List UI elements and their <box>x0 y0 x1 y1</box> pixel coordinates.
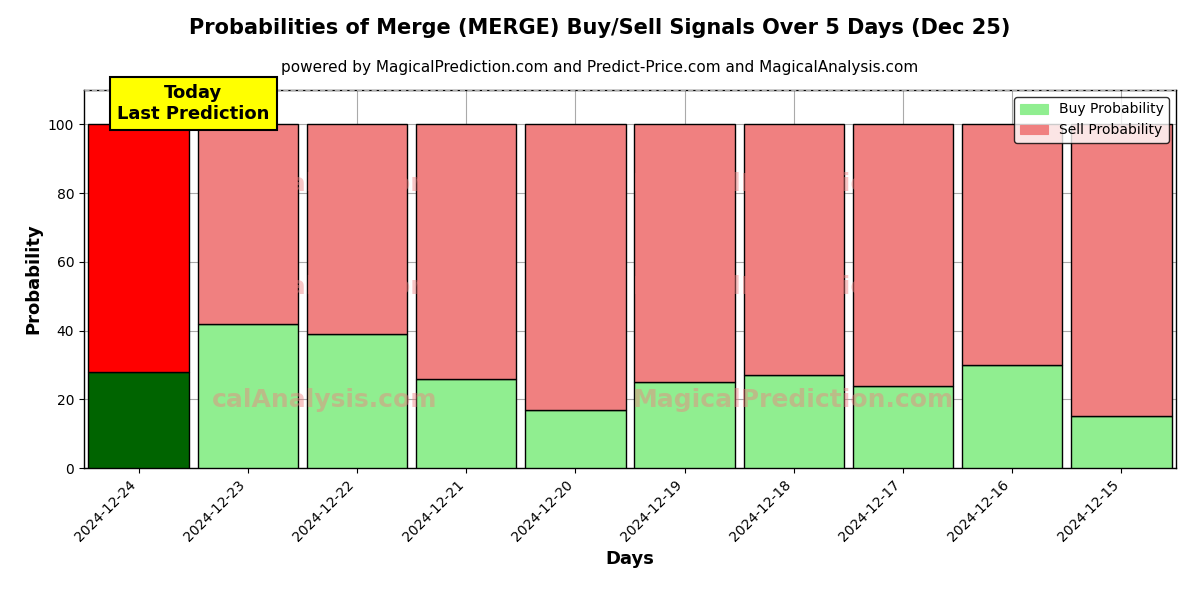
Text: Today
Last Prediction: Today Last Prediction <box>118 85 269 123</box>
X-axis label: Days: Days <box>606 550 654 568</box>
Bar <box>744 375 844 468</box>
Bar <box>744 124 844 375</box>
Text: calAnalysis.com: calAnalysis.com <box>211 173 437 196</box>
Text: calAnalysis.com: calAnalysis.com <box>211 388 437 412</box>
Bar <box>1072 124 1171 416</box>
Bar <box>416 124 516 379</box>
Bar <box>198 124 298 323</box>
Bar <box>962 124 1062 365</box>
Legend: Buy Probability, Sell Probability: Buy Probability, Sell Probability <box>1014 97 1169 143</box>
Bar <box>89 372 188 468</box>
Bar <box>198 323 298 468</box>
Bar <box>635 124 734 382</box>
Bar <box>89 124 188 372</box>
Bar <box>853 124 953 386</box>
Bar <box>962 365 1062 468</box>
Bar <box>526 124 625 410</box>
Text: MagicalPrediction.com: MagicalPrediction.com <box>634 388 954 412</box>
Bar <box>1072 416 1171 468</box>
Text: powered by MagicalPrediction.com and Predict-Price.com and MagicalAnalysis.com: powered by MagicalPrediction.com and Pre… <box>281 60 919 75</box>
Bar <box>526 410 625 468</box>
Bar <box>307 124 407 334</box>
Bar <box>416 379 516 468</box>
Text: MagicalPrediction.com: MagicalPrediction.com <box>634 173 954 196</box>
Y-axis label: Probability: Probability <box>24 224 42 334</box>
Bar <box>853 386 953 468</box>
Text: MagicalPrediction.com: MagicalPrediction.com <box>634 275 954 299</box>
Text: calAnalysis.com: calAnalysis.com <box>211 275 437 299</box>
Text: Probabilities of Merge (MERGE) Buy/Sell Signals Over 5 Days (Dec 25): Probabilities of Merge (MERGE) Buy/Sell … <box>190 18 1010 38</box>
Bar <box>307 334 407 468</box>
Bar <box>635 382 734 468</box>
